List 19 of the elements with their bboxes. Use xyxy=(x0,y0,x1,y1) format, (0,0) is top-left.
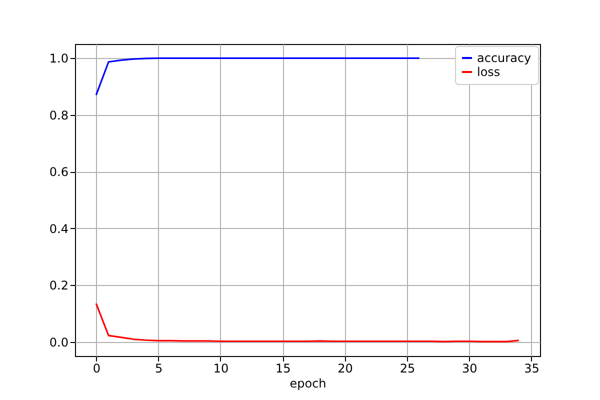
y-tick-label: 0.0 xyxy=(49,335,68,350)
line-series xyxy=(95,302,520,342)
y-tick-label: 0.2 xyxy=(49,278,68,293)
x-axis-title: epoch xyxy=(290,376,326,390)
x-tick-label: 5 xyxy=(154,362,163,376)
legend-label: accuracy xyxy=(477,51,532,65)
x-tick-label: 25 xyxy=(400,362,416,376)
line-series xyxy=(95,57,420,96)
y-tick-label: 0.8 xyxy=(49,108,68,122)
y-tick-label: 0.6 xyxy=(49,165,68,180)
x-tick-label: 0 xyxy=(92,362,100,376)
legend-label: loss xyxy=(477,65,500,79)
y-tick-label: 0.4 xyxy=(49,222,68,236)
y-tick-label: 1.0 xyxy=(49,52,68,66)
x-tick-label: 30 xyxy=(462,362,478,376)
x-tick-label: 20 xyxy=(338,362,353,376)
x-tick-label: 10 xyxy=(213,362,229,376)
x-tick-label: 15 xyxy=(275,362,291,376)
x-tick-label: 35 xyxy=(524,362,540,376)
